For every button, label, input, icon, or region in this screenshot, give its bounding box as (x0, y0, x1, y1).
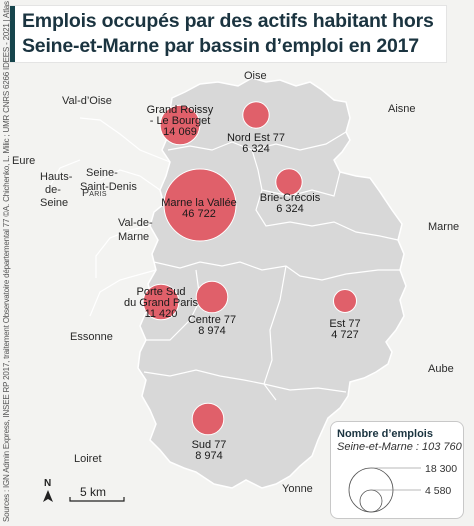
basin-value-nord-est: 6 324 (242, 143, 270, 155)
legend: Nombre d’emplois Seine-et-Marne : 103 76… (330, 421, 464, 519)
dept-label-val-doise: Val-d’Oise (62, 95, 112, 107)
dept-label-val-de-marne-2: Marne (118, 231, 149, 243)
title-panel: Emplois occupés par des actifs habitant … (10, 6, 446, 62)
dept-label-essonne: Essonne (70, 331, 113, 343)
basin-value-sud: 8 974 (195, 450, 223, 462)
department-boundaries (47, 117, 171, 317)
dept-label-hauts-de-seine-1: Hauts- (40, 171, 73, 183)
dept-label-seine-saint-denis-1: Seine- (86, 167, 118, 179)
dept-label-aube: Aube (428, 363, 454, 375)
basin-value-est: 4 727 (331, 329, 359, 341)
basin-label-grand-roissy-1: Grand Roissy (147, 104, 214, 116)
title-accent-bar (10, 6, 15, 62)
basin-label-porte-sud-2: du Grand Paris (124, 297, 198, 309)
bubble-nord-est-77 (242, 101, 270, 129)
basin-label-porte-sud-1: Porte Sud (137, 286, 186, 298)
bubble-brie-cr-cois (275, 168, 303, 196)
sources-note: Sources : IGN Admin Express, INSEE RP 20… (2, 0, 11, 522)
department-labels: Oise Val-d’Oise Aisne Eure Seine- Saint-… (12, 70, 459, 495)
dept-label-marne: Marne (428, 221, 459, 233)
basin-value-porte-sud: 11 420 (145, 308, 178, 320)
dept-label-val-de-marne-1: Val-de- (118, 217, 153, 229)
dept-label-paris: Paris (82, 187, 107, 199)
dept-label-hauts-de-seine-2: de- (45, 184, 61, 196)
north-arrow-label: N (44, 478, 51, 489)
legend-symbols: 18 300 4 580 (348, 463, 457, 513)
bubble-centre-77 (195, 280, 229, 314)
basin-label-brie-crecois: Brie-Crécois (260, 192, 321, 204)
basin-value-centre: 8 974 (198, 325, 226, 337)
legend-value-small: 4 580 (425, 485, 451, 497)
basin-label-nord-est: Nord Est 77 (227, 132, 285, 144)
basin-value-grand-roissy: 14 069 (163, 126, 197, 138)
basin-label-grand-roissy-2: - Le Bourget (150, 115, 211, 127)
dept-label-eure: Eure (12, 155, 35, 167)
dept-label-seine-saint-denis-2: Saint-Denis (80, 181, 137, 193)
basin-value-brie-crecois: 6 324 (276, 203, 304, 215)
basin-value-marne-la-vallee: 46 722 (182, 208, 216, 220)
dept-label-loiret: Loiret (74, 453, 102, 465)
dept-label-yonne: Yonne (282, 483, 313, 495)
scale-label: 5 km (80, 485, 106, 499)
north-arrow-icon (43, 490, 53, 502)
bubble-layer (142, 101, 357, 436)
legend-circle-small (359, 489, 383, 513)
basin-label-centre: Centre 77 (188, 314, 236, 326)
bubble-porte-sud-du-grand-paris (142, 283, 180, 321)
dept-label-aisne: Aisne (388, 103, 416, 115)
basin-label-est: Est 77 (329, 318, 360, 330)
legend-subtitle: Seine-et-Marne : 103 760 (337, 441, 462, 453)
bubble-grand-roissy-le-bourget (159, 104, 201, 146)
dept-label-hauts-de-seine-3: Seine (40, 197, 68, 209)
dept-label-oise: Oise (244, 70, 267, 82)
basin-label-marne-la-vallee: Marne la Vallée (161, 197, 237, 209)
basin-label-sud: Sud 77 (192, 439, 227, 451)
basin-labels: Grand Roissy - Le Bourget 14 069 Nord Es… (124, 104, 361, 462)
bubble-marne-la-vall-e (163, 168, 237, 242)
map-title: Emplois occupés par des actifs habitant … (22, 10, 434, 57)
bubble-est-77 (333, 289, 357, 313)
bubble-sud-77 (191, 402, 225, 436)
legend-value-large: 18 300 (425, 463, 457, 475)
legend-title: Nombre d’emplois (337, 428, 433, 440)
north-arrow: N (43, 478, 53, 502)
scale-bar: 5 km (69, 485, 125, 502)
